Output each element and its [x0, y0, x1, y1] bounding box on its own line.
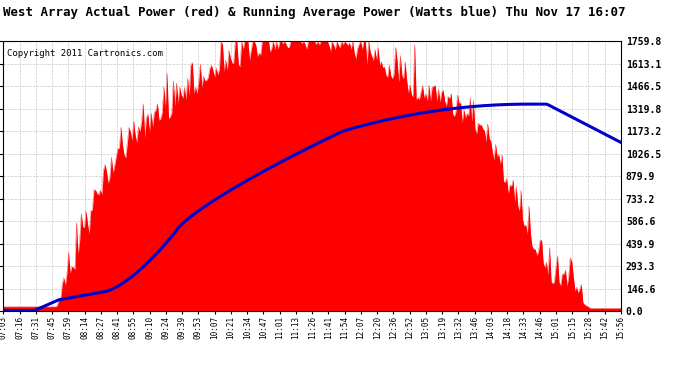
Text: West Array Actual Power (red) & Running Average Power (Watts blue) Thu Nov 17 16: West Array Actual Power (red) & Running … [3, 6, 626, 19]
Text: Copyright 2011 Cartronics.com: Copyright 2011 Cartronics.com [6, 50, 162, 58]
